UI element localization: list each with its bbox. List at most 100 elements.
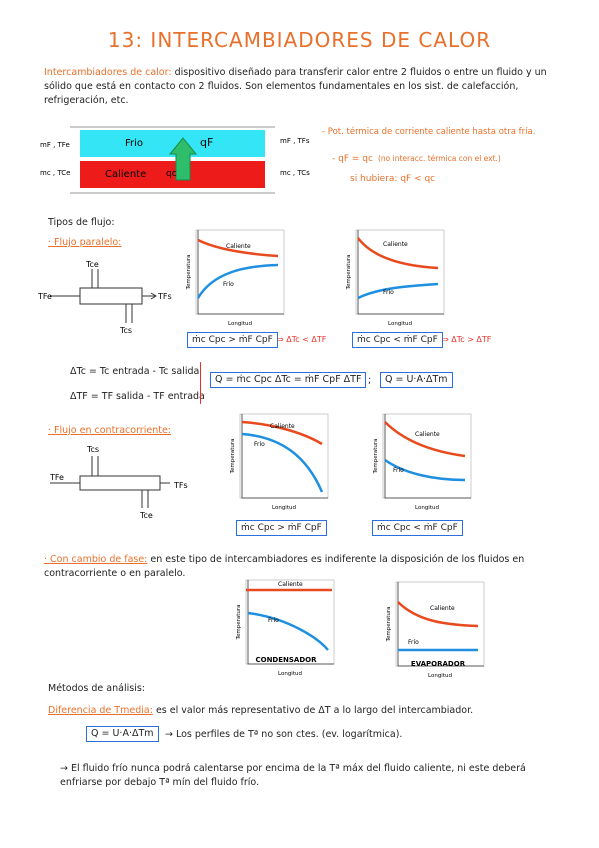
formula: Q = U·A·ΔTm bbox=[86, 726, 159, 742]
phase-change: · Con cambio de fase: en este tipo de in… bbox=[44, 553, 569, 581]
y-label: Temperatura bbox=[373, 439, 379, 475]
parallel-pipe: Tce TFe TFs Tcs bbox=[37, 260, 172, 335]
y-label: Temperatura bbox=[346, 255, 352, 291]
cold-curve bbox=[247, 611, 329, 651]
intro: Intercambiadores de calor: dispositivo d… bbox=[44, 66, 564, 108]
note: → Los perfiles de Tª no son ctes. (ev. l… bbox=[165, 729, 403, 740]
term: Diferencia de Tmedia: bbox=[48, 705, 153, 716]
definition: ΔTF = TF salida - TF entrada bbox=[70, 391, 205, 402]
chart-name: CONDENSADOR bbox=[255, 656, 317, 664]
pipe-label: TFe bbox=[49, 473, 64, 482]
x-label: Longitud bbox=[272, 505, 296, 511]
hot-label: Caliente bbox=[226, 243, 251, 250]
chart: Temperatura Longitud Caliente Frío bbox=[373, 413, 472, 511]
chart: Temperatura Longitud Caliente Frío CONDENSAD… bbox=[236, 579, 335, 677]
hot-label: Caliente bbox=[383, 241, 408, 248]
axes bbox=[241, 414, 328, 499]
cold-curve bbox=[196, 263, 279, 299]
exchanger-diagram: Frio Caliente qF qc mF , TFe mF , TFs mc… bbox=[40, 126, 310, 194]
y-label: Temperatura bbox=[386, 607, 392, 643]
cold-label: Frío bbox=[268, 617, 279, 624]
pipe-label: Tcs bbox=[86, 445, 99, 454]
hot-curve bbox=[241, 420, 323, 446]
hot-label: Caliente bbox=[430, 605, 455, 612]
axes bbox=[357, 230, 444, 315]
result: ⇒ ΔTc < ΔTF bbox=[277, 335, 327, 344]
subheading: · Flujo paralelo: bbox=[48, 237, 122, 248]
hot-curve bbox=[397, 601, 479, 628]
text: es el valor más representativo de ΔT a l… bbox=[155, 705, 474, 716]
result: ⇒ ΔTc > ΔTF bbox=[442, 335, 492, 344]
chart-name: EVAPORADOR bbox=[411, 660, 466, 668]
pipe-label: Tce bbox=[139, 511, 153, 520]
hot-curve bbox=[197, 238, 279, 258]
note: → El fluido frío nunca podrá calentarse … bbox=[60, 763, 526, 788]
condition: ṁc Cpc < ṁF CpF bbox=[372, 520, 463, 536]
hot-label: Caliente bbox=[105, 169, 146, 180]
hot-curve bbox=[357, 237, 439, 270]
q-cold: qF bbox=[200, 136, 213, 149]
text: dispositivo diseñado para transferir cal… bbox=[44, 67, 547, 106]
q-hot: qc bbox=[166, 169, 177, 179]
counter-pipe: Tcs TFe TFs Tce bbox=[49, 445, 188, 520]
cold-curve bbox=[384, 458, 466, 482]
hot-label: Caliente bbox=[270, 423, 295, 430]
y-label: Temperatura bbox=[236, 605, 242, 641]
x-label: Longitud bbox=[428, 673, 452, 679]
chart: Temperatura Longitud Caliente Frío bbox=[230, 413, 329, 511]
chart: Temperatura Longitud Caliente Frío bbox=[186, 229, 285, 327]
formula: Q = ṁc Cpc ΔTc = ṁF CpF ΔTF bbox=[210, 372, 367, 388]
axes bbox=[197, 230, 284, 315]
heading: Tipos de flujo: bbox=[48, 217, 115, 228]
cold-curve bbox=[241, 432, 324, 493]
cold-in: mF , TFe bbox=[40, 141, 70, 149]
plot-frame bbox=[245, 579, 335, 665]
pipe-label: Tcs bbox=[119, 326, 132, 335]
y-label: Temperatura bbox=[230, 439, 236, 475]
x-label: Longitud bbox=[415, 505, 439, 511]
pipe-label: TFe bbox=[37, 292, 52, 301]
hot-label: Caliente bbox=[415, 431, 440, 438]
chart: Temperatura Longitud Caliente Frío EVAPORADO… bbox=[386, 581, 485, 679]
hot-in: mc , TCe bbox=[40, 169, 70, 177]
x-label: Longitud bbox=[388, 321, 412, 327]
cold-label: Frío bbox=[383, 289, 394, 296]
heading: Métodos de análisis: bbox=[48, 683, 145, 694]
term: Intercambiadores de calor: bbox=[44, 67, 172, 78]
method: Diferencia de Tmedia: es el valor más re… bbox=[48, 704, 568, 718]
cold-curve bbox=[357, 282, 439, 300]
plot-frame bbox=[395, 581, 485, 667]
hot-out: mc , TCs bbox=[280, 169, 310, 177]
note: (no interacc. térmica con el ext.) bbox=[378, 154, 501, 163]
x-label: Longitud bbox=[278, 671, 302, 677]
y-label: Temperatura bbox=[186, 255, 192, 291]
subheading: · Flujo en contracorriente: bbox=[48, 425, 171, 436]
note: si hubiera: qF < qc bbox=[350, 174, 436, 184]
title: 13: INTERCAMBIADORES DE CALOR bbox=[107, 28, 492, 52]
condition: ṁc Cpc > ṁF CpF bbox=[236, 520, 327, 536]
pipe-label: TFs bbox=[157, 292, 172, 301]
note: - qF = qc bbox=[332, 154, 373, 164]
axes bbox=[247, 580, 334, 665]
pipe-label: TFs bbox=[173, 481, 188, 490]
formula: Q = U·A·ΔTm bbox=[380, 372, 453, 388]
cold-label: Frío bbox=[408, 639, 419, 646]
cold-label: Frio bbox=[125, 138, 143, 149]
condition: ṁc Cpc < ṁF CpF bbox=[352, 332, 443, 348]
note: - Pot. térmica de corriente caliente has… bbox=[322, 127, 536, 137]
condition: ṁc Cpc > ṁF CpF bbox=[187, 332, 278, 348]
hot-curve bbox=[384, 421, 466, 458]
separator: ; bbox=[368, 375, 372, 386]
definition: ΔTc = Tc entrada - Tc salida bbox=[70, 366, 200, 377]
axes bbox=[397, 582, 484, 667]
cold-label: Frío bbox=[254, 441, 265, 448]
hot-label: Caliente bbox=[278, 581, 303, 588]
subheading: · Con cambio de fase: bbox=[44, 554, 148, 565]
x-label: Longitud bbox=[228, 321, 252, 327]
cold-label: Frío bbox=[393, 467, 404, 474]
pipe-label: Tce bbox=[85, 260, 99, 269]
axes bbox=[384, 414, 471, 499]
cold-out: mF , TFs bbox=[280, 137, 310, 145]
chart: Temperatura Longitud Caliente Frío bbox=[346, 229, 445, 327]
